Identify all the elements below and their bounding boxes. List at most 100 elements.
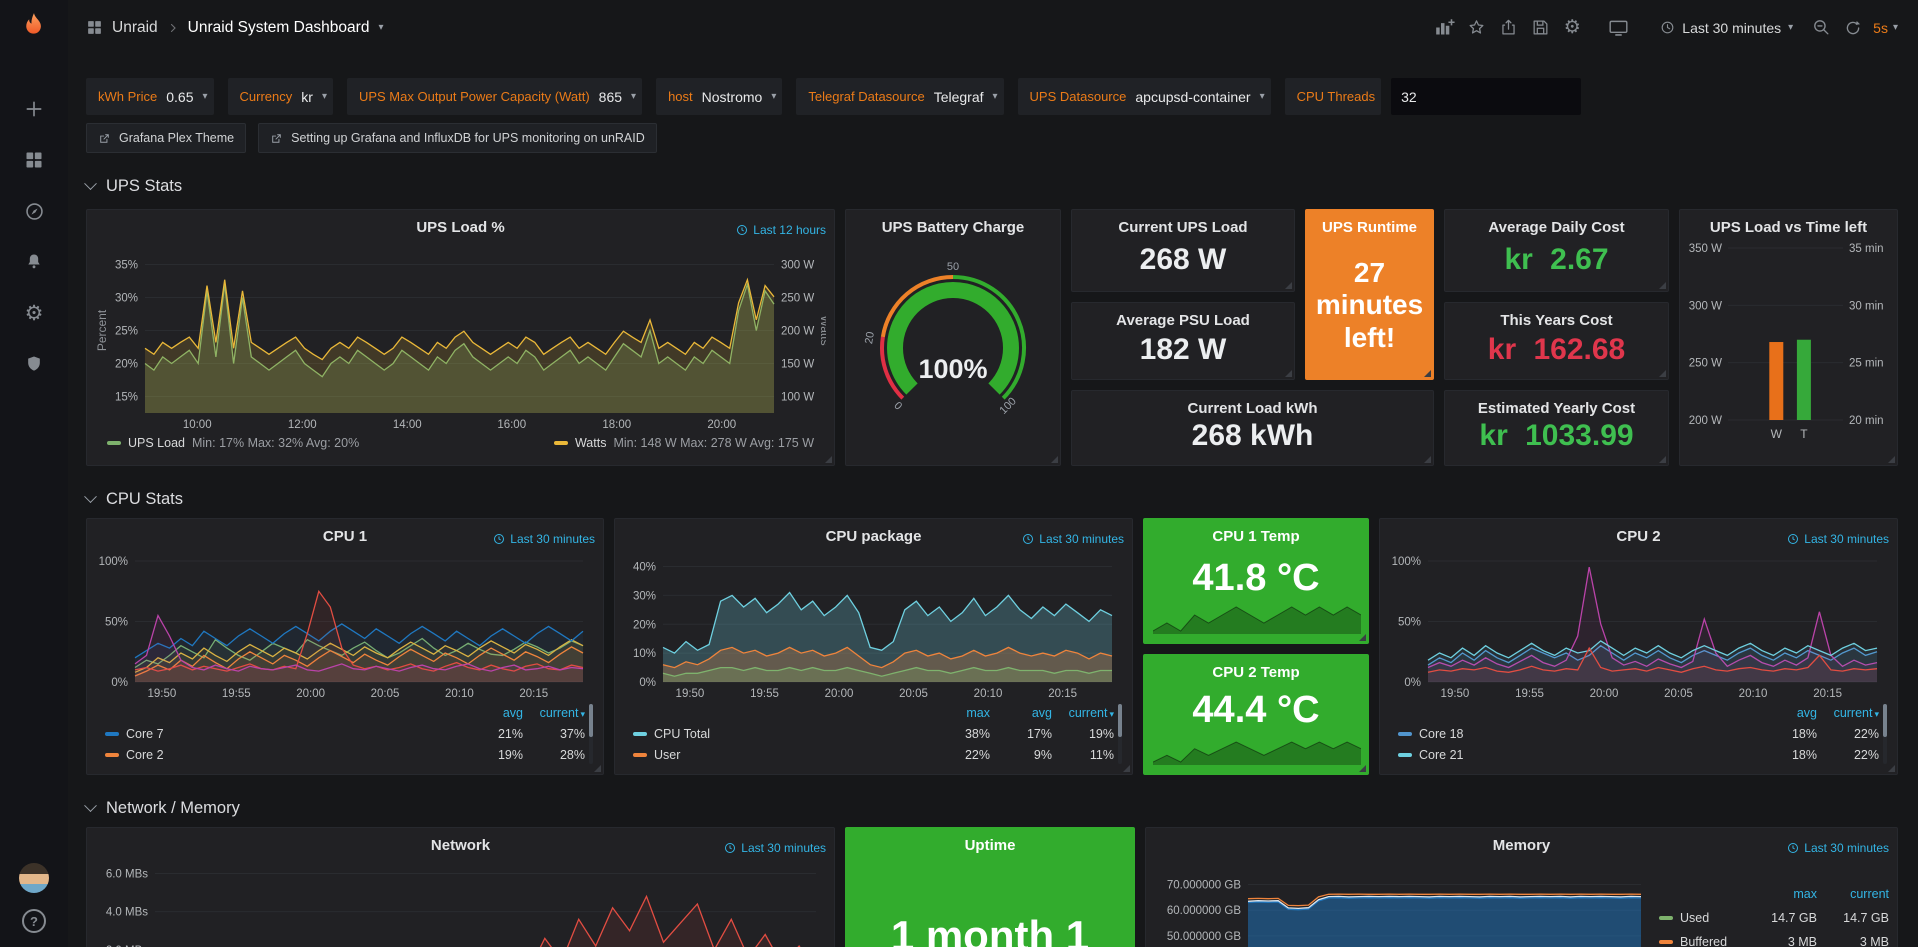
sidebar-item-server-admin[interactable]	[22, 352, 46, 376]
panel-title[interactable]: UPS Runtime	[1314, 218, 1425, 240]
sidebar-item-dashboards[interactable]	[22, 148, 46, 172]
panel-time-label: Last 30 minutes	[1039, 532, 1124, 546]
link-grafana-plex-theme[interactable]: Grafana Plex Theme	[86, 123, 247, 153]
legend-sort-max[interactable]: max	[1793, 887, 1817, 901]
legend-item-ups-load[interactable]: UPS Load Min: 17% Max: 32% Avg: 20%	[107, 436, 359, 450]
link-ups-monitoring-guide[interactable]: Setting up Grafana and InfluxDB for UPS …	[258, 123, 657, 153]
legend-sort-current[interactable]: current	[1850, 887, 1889, 901]
user-avatar[interactable]	[19, 863, 49, 893]
sidebar-item-create[interactable]	[22, 97, 46, 121]
legend-series[interactable]: Core 18	[1388, 727, 1755, 741]
cpu-package-chart[interactable]: 40% 30% 20% 10% 0% 19:50 19:55 20:00 20:05 20:10 2…	[623, 549, 1124, 700]
legend-sort-avg[interactable]: avg	[502, 705, 523, 720]
panel-title[interactable]: CPU 2 Temp	[1152, 663, 1360, 685]
battery-gauge[interactable]: 0 20 50 100 100%	[854, 254, 1052, 430]
legend-max-value: 22%	[964, 747, 990, 762]
refresh-interval-picker[interactable]: 5s ▾	[1869, 20, 1902, 36]
svg-text:0%: 0%	[1404, 677, 1421, 689]
panel-title[interactable]: CPU 1 Temp	[1152, 527, 1360, 549]
breadcrumb-folder[interactable]: Unraid	[112, 18, 158, 36]
stat-value: 268 kWh	[1191, 419, 1314, 452]
legend-scrollbar-thumb[interactable]	[1883, 704, 1887, 737]
panel-title[interactable]: Current UPS Load	[1080, 218, 1286, 240]
legend-sort-current[interactable]: current ▾	[1817, 706, 1879, 720]
legend-scrollbar-thumb[interactable]	[1118, 704, 1122, 737]
variable-ups-datasource[interactable]: UPS Datasource apcupsd-container ▾	[1017, 78, 1271, 115]
panel-title[interactable]: Network Last 30 minutes	[95, 836, 826, 858]
refresh-button[interactable]	[1837, 12, 1869, 44]
panel-title[interactable]: Uptime	[854, 836, 1126, 858]
page-title[interactable]: Unraid System Dashboard	[187, 18, 370, 36]
grafana-logo-icon[interactable]	[15, 9, 53, 47]
svg-text:19:50: 19:50	[1441, 688, 1470, 700]
cpu-threads-input[interactable]	[1391, 78, 1582, 115]
panel-title[interactable]: Estimated Yearly Cost	[1453, 399, 1660, 419]
dashboard-settings-button[interactable]: ⚙	[1556, 12, 1588, 44]
panel-title[interactable]: Average PSU Load	[1080, 311, 1286, 333]
legend-sort-avg[interactable]: avg	[1796, 705, 1817, 720]
variable-kwh-price[interactable]: kWh Price 0.65 ▾	[86, 78, 214, 115]
legend-sort-max[interactable]: max	[966, 705, 990, 720]
compass-icon	[25, 202, 43, 220]
section-ups-stats[interactable]: UPS Stats	[84, 171, 1898, 201]
legend-series[interactable]: Core 7	[95, 727, 461, 741]
variable-host[interactable]: host Nostromo ▾	[656, 78, 783, 115]
panel-title[interactable]: UPS Load vs Time left	[1688, 218, 1889, 240]
memory-chart[interactable]: 70.000000 GB 60.000000 GB 50.000000 GB	[1154, 858, 1649, 947]
sidebar-item-alerting[interactable]	[22, 250, 46, 274]
legend-series[interactable]: CPU Total	[623, 727, 928, 741]
panel-title[interactable]: Memory Last 30 minutes	[1154, 836, 1889, 858]
legend-sort-current[interactable]: current ▾	[1052, 706, 1114, 720]
time-range-picker[interactable]: Last 30 minutes ▾	[1654, 12, 1799, 44]
variable-telegraf-datasource[interactable]: Telegraf Datasource Telegraf ▾	[796, 78, 1004, 115]
legend-scrollbar[interactable]	[1118, 704, 1122, 764]
panel-cpu2-temp: CPU 2 Temp 44.4 °C	[1143, 654, 1369, 775]
panel-estimated-yearly-cost: Estimated Yearly Cost kr 1033.99	[1444, 390, 1669, 466]
section-network-memory[interactable]: Network / Memory	[84, 793, 1898, 823]
panel-title[interactable]: CPU package Last 30 minutes	[623, 527, 1124, 549]
legend-series[interactable]: Core 21	[1388, 748, 1755, 762]
legend-scrollbar[interactable]	[1883, 704, 1887, 764]
zoom-out-button[interactable]	[1805, 12, 1837, 44]
legend-scrollbar[interactable]	[589, 704, 593, 764]
panel-title[interactable]: This Years Cost	[1453, 311, 1660, 333]
ups-load-chart[interactable]: 35% 30% 25% 20% 15% 300 W 250 W 200 W 150 W 100 W…	[95, 240, 826, 433]
sidebar-item-explore[interactable]	[22, 199, 46, 223]
svg-text:20:05: 20:05	[371, 688, 400, 700]
dashboard-links-row: Grafana Plex Theme Setting up Grafana an…	[86, 123, 1898, 153]
legend-avg-value: 18%	[1791, 726, 1817, 741]
svg-text:20:15: 20:15	[1813, 688, 1842, 700]
legend-series[interactable]: Buffered	[1649, 935, 1745, 947]
add-panel-button[interactable]	[1428, 12, 1460, 44]
panel-title[interactable]: CPU 1 Last 30 minutes	[95, 527, 595, 549]
title-caret-icon[interactable]: ▾	[378, 22, 384, 33]
ups-load-vs-time-chart[interactable]: 350 W 300 W 250 W 200 W 35 min 30 min 25 min 20…	[1688, 240, 1889, 446]
variable-ups-max-output[interactable]: UPS Max Output Power Capacity (Watt) 865…	[346, 78, 643, 115]
legend-series[interactable]: Used	[1649, 911, 1745, 925]
share-button[interactable]	[1492, 12, 1524, 44]
cycle-view-mode-button[interactable]	[1602, 12, 1634, 44]
legend-series[interactable]: Core 2	[95, 748, 461, 762]
legend-sort-current[interactable]: current ▾	[523, 706, 585, 720]
variable-currency[interactable]: Currency kr ▾	[227, 78, 333, 115]
panel-title[interactable]: Average Daily Cost	[1453, 218, 1660, 240]
star-button[interactable]	[1460, 12, 1492, 44]
legend-sort-avg[interactable]: avg	[1031, 705, 1052, 720]
panel-title[interactable]: Current Load kWh	[1080, 399, 1425, 419]
section-cpu-stats[interactable]: CPU Stats	[84, 484, 1898, 514]
cpu2-chart[interactable]: 100% 50% 0% 19:50 19:55 20:00 20:05 20:10 20:15	[1388, 549, 1889, 700]
panel-title[interactable]: UPS Load % Last 12 hours	[95, 218, 826, 240]
panel-title[interactable]: CPU 2 Last 30 minutes	[1388, 527, 1889, 549]
panel-title-text: Current UPS Load	[1118, 219, 1248, 236]
legend-item-watts[interactable]: Watts Min: 148 W Max: 278 W Avg: 175 W	[553, 436, 814, 450]
network-chart[interactable]: 6.0 MBs 4.0 MBs 2.0 MBs	[95, 858, 826, 947]
legend-series[interactable]: User	[623, 748, 928, 762]
help-icon[interactable]: ?	[22, 909, 46, 933]
cpu1-chart[interactable]: 100% 50% 0% 19:50 19:55 20:00 20:05 20:10 20:15	[95, 549, 595, 700]
save-button[interactable]	[1524, 12, 1556, 44]
cpu-stats-row: CPU 1 Last 30 minutes 100% 50% 0% 19:50 19:5…	[86, 518, 1898, 775]
sidebar-item-configuration[interactable]: ⚙	[22, 301, 46, 325]
panel-title[interactable]: UPS Battery Charge	[854, 218, 1052, 240]
breadcrumb: Unraid Unraid System Dashboard ▾	[86, 19, 383, 37]
legend-scrollbar-thumb[interactable]	[589, 704, 593, 737]
